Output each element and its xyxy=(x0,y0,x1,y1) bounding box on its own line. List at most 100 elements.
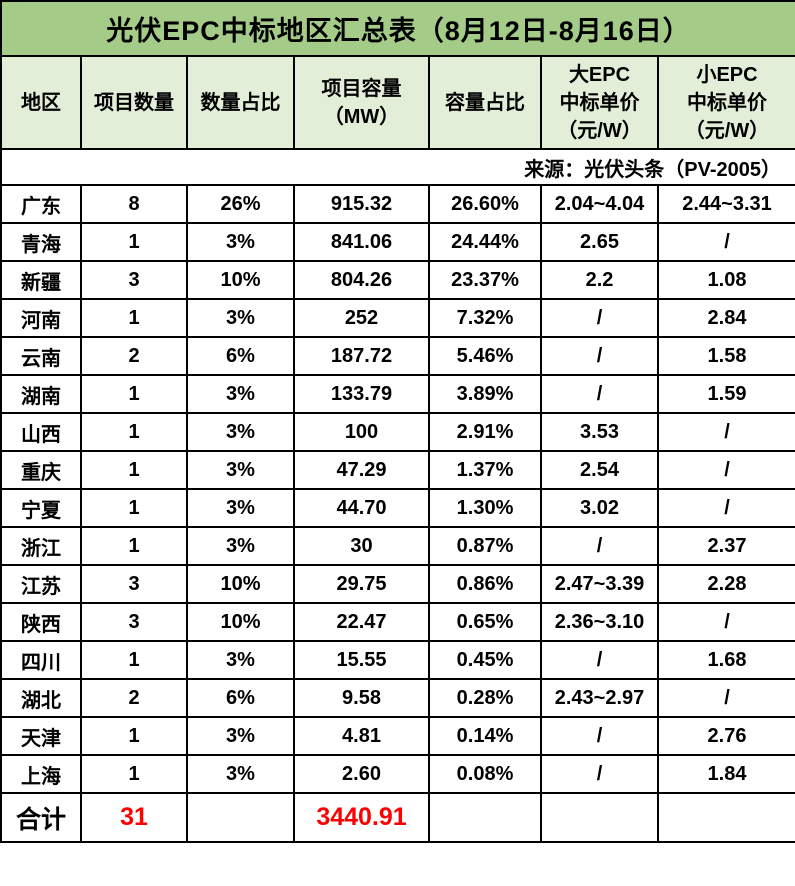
col-header-count-share: 数量占比 xyxy=(186,55,295,150)
total-count-share xyxy=(186,792,295,843)
cell-region: 四川 xyxy=(0,640,82,680)
cell-project-count: 8 xyxy=(80,184,188,224)
table-row: 湖南 1 3% 133.79 3.89% / 1.59 xyxy=(0,374,795,414)
table-row: 河南 1 3% 252 7.32% / 2.84 xyxy=(0,298,795,338)
cell-project-count: 3 xyxy=(80,564,188,604)
cell-project-count: 1 xyxy=(80,640,188,680)
cell-count-share: 3% xyxy=(186,298,295,338)
cell-capacity-share: 2.91% xyxy=(428,412,542,452)
cell-small-epc-price: 2.28 xyxy=(656,564,795,604)
cell-capacity-mw: 252 xyxy=(293,298,430,338)
cell-large-epc-price: 3.53 xyxy=(540,412,659,452)
cell-capacity-mw: 2.60 xyxy=(293,754,430,794)
cell-capacity-mw: 187.72 xyxy=(293,336,430,376)
cell-count-share: 3% xyxy=(186,526,295,566)
cell-large-epc-price: 2.54 xyxy=(540,450,659,490)
cell-small-epc-price: 1.68 xyxy=(656,640,795,680)
cell-capacity-share: 0.87% xyxy=(428,526,542,566)
header-row: 地区 项目数量 数量占比 项目容量 （MW） 容量占比 大EPC 中标单价 （元… xyxy=(0,55,795,150)
cell-project-count: 1 xyxy=(80,450,188,490)
cell-small-epc-price: / xyxy=(656,450,795,490)
cell-large-epc-price: 2.47~3.39 xyxy=(540,564,659,604)
table-row: 广东 8 26% 915.32 26.60% 2.04~4.04 2.44~3.… xyxy=(0,184,795,224)
cell-small-epc-price: / xyxy=(656,412,795,452)
cell-large-epc-price: 2.65 xyxy=(540,222,659,262)
table-row: 江苏 3 10% 29.75 0.86% 2.47~3.39 2.28 xyxy=(0,564,795,604)
cell-region: 上海 xyxy=(0,754,82,794)
cell-capacity-mw: 47.29 xyxy=(293,450,430,490)
cell-count-share: 3% xyxy=(186,640,295,680)
cell-capacity-mw: 4.81 xyxy=(293,716,430,756)
cell-small-epc-price: 2.76 xyxy=(656,716,795,756)
cell-count-share: 26% xyxy=(186,184,295,224)
cell-small-epc-price: 2.84 xyxy=(656,298,795,338)
cell-small-epc-price: 1.59 xyxy=(656,374,795,414)
cell-small-epc-price: / xyxy=(656,488,795,528)
cell-capacity-share: 0.08% xyxy=(428,754,542,794)
cell-small-epc-price: 1.58 xyxy=(656,336,795,376)
cell-small-epc-price: 2.44~3.31 xyxy=(656,184,795,224)
table-row: 山西 1 3% 100 2.91% 3.53 / xyxy=(0,412,795,452)
cell-count-share: 3% xyxy=(186,754,295,794)
cell-small-epc-price: / xyxy=(656,602,795,642)
cell-large-epc-price: 2.04~4.04 xyxy=(540,184,659,224)
cell-region: 广东 xyxy=(0,184,82,224)
cell-capacity-share: 0.45% xyxy=(428,640,542,680)
table-row: 湖北 2 6% 9.58 0.28% 2.43~2.97 / xyxy=(0,678,795,718)
source-row: 来源：光伏头条（PV-2005） xyxy=(0,148,795,186)
total-capacity-share xyxy=(428,792,542,843)
col-header-large-epc-price: 大EPC 中标单价 （元/W） xyxy=(540,55,659,150)
cell-region: 青海 xyxy=(0,222,82,262)
pv-epc-summary-table: 光伏EPC中标地区汇总表（8月12日-8月16日） 地区 项目数量 数量占比 项… xyxy=(0,0,795,843)
total-label: 合计 xyxy=(0,792,82,843)
cell-count-share: 10% xyxy=(186,564,295,604)
cell-small-epc-price: 1.08 xyxy=(656,260,795,300)
title-row: 光伏EPC中标地区汇总表（8月12日-8月16日） xyxy=(0,0,795,57)
table-title: 光伏EPC中标地区汇总表（8月12日-8月16日） xyxy=(0,0,795,57)
cell-capacity-mw: 804.26 xyxy=(293,260,430,300)
table-row: 天津 1 3% 4.81 0.14% / 2.76 xyxy=(0,716,795,756)
cell-region: 浙江 xyxy=(0,526,82,566)
cell-count-share: 3% xyxy=(186,488,295,528)
cell-capacity-mw: 9.58 xyxy=(293,678,430,718)
cell-project-count: 1 xyxy=(80,754,188,794)
cell-region: 湖南 xyxy=(0,374,82,414)
cell-count-share: 6% xyxy=(186,336,295,376)
table-row: 宁夏 1 3% 44.70 1.30% 3.02 / xyxy=(0,488,795,528)
cell-capacity-mw: 44.70 xyxy=(293,488,430,528)
cell-capacity-share: 7.32% xyxy=(428,298,542,338)
table-row: 云南 2 6% 187.72 5.46% / 1.58 xyxy=(0,336,795,376)
cell-capacity-mw: 133.79 xyxy=(293,374,430,414)
cell-count-share: 3% xyxy=(186,716,295,756)
cell-region: 新疆 xyxy=(0,260,82,300)
cell-capacity-share: 1.30% xyxy=(428,488,542,528)
cell-large-epc-price: / xyxy=(540,640,659,680)
cell-large-epc-price: 2.43~2.97 xyxy=(540,678,659,718)
cell-project-count: 1 xyxy=(80,716,188,756)
total-row: 合计 31 3440.91 xyxy=(0,792,795,843)
table-row: 浙江 1 3% 30 0.87% / 2.37 xyxy=(0,526,795,566)
cell-count-share: 3% xyxy=(186,222,295,262)
cell-small-epc-price: 2.37 xyxy=(656,526,795,566)
cell-large-epc-price: / xyxy=(540,526,659,566)
cell-count-share: 3% xyxy=(186,412,295,452)
cell-count-share: 6% xyxy=(186,678,295,718)
table-row: 陕西 3 10% 22.47 0.65% 2.36~3.10 / xyxy=(0,602,795,642)
cell-small-epc-price: / xyxy=(656,678,795,718)
table-row: 青海 1 3% 841.06 24.44% 2.65 / xyxy=(0,222,795,262)
cell-capacity-share: 5.46% xyxy=(428,336,542,376)
cell-capacity-share: 0.86% xyxy=(428,564,542,604)
cell-region: 天津 xyxy=(0,716,82,756)
cell-project-count: 2 xyxy=(80,336,188,376)
cell-capacity-mw: 841.06 xyxy=(293,222,430,262)
cell-project-count: 1 xyxy=(80,526,188,566)
source-note: 来源：光伏头条（PV-2005） xyxy=(0,148,795,186)
cell-project-count: 3 xyxy=(80,602,188,642)
cell-capacity-mw: 15.55 xyxy=(293,640,430,680)
cell-capacity-share: 24.44% xyxy=(428,222,542,262)
cell-project-count: 1 xyxy=(80,488,188,528)
cell-large-epc-price: / xyxy=(540,716,659,756)
total-small-epc-price xyxy=(656,792,795,843)
cell-capacity-share: 0.14% xyxy=(428,716,542,756)
